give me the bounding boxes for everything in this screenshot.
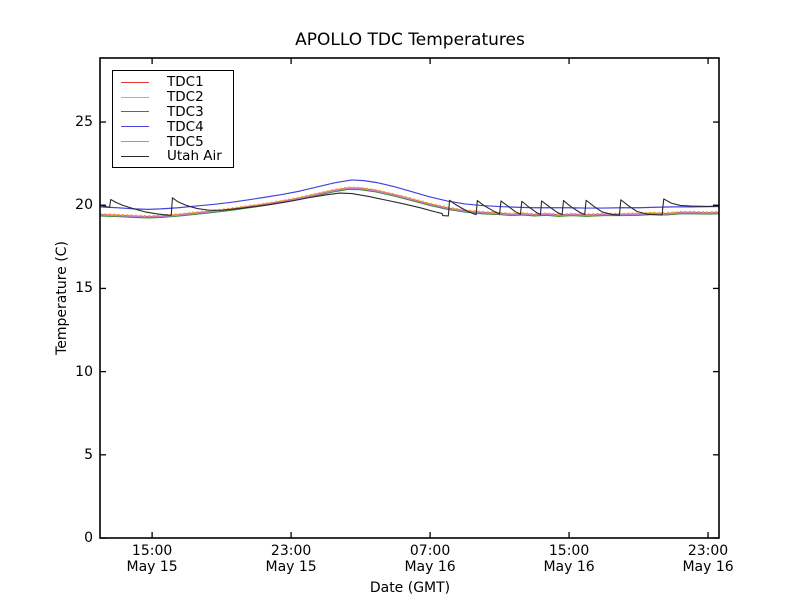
series-line-tdc3	[100, 188, 719, 219]
legend-entry-tdc2: TDC2	[121, 90, 233, 105]
legend-label: TDC3	[167, 103, 204, 120]
y-tick-label-0: 0	[84, 530, 93, 546]
chart-title: APOLLO TDC Temperatures	[295, 30, 525, 50]
legend-label: TDC2	[167, 89, 204, 106]
legend-entry-tdc1: TDC1	[121, 75, 233, 90]
y-tick-label-10: 10	[75, 363, 93, 380]
x-tick-label-2300-May15: 23:00 May 15	[243, 543, 339, 575]
x-axis-label: Date (GMT)	[369, 580, 451, 596]
x-tick-label-2300-May16: 23:00 May 16	[660, 543, 756, 575]
y-tick-label-20: 20	[75, 197, 93, 214]
legend-entry-utah-air: Utah Air	[121, 149, 233, 164]
legend-line-swatch	[121, 81, 149, 83]
x-tick-date: May 15	[126, 558, 178, 575]
legend-line-swatch	[121, 155, 149, 157]
series-line-tdc4	[100, 179, 719, 210]
legend-entry-tdc3: TDC3	[121, 105, 233, 120]
y-tick-label-15: 15	[75, 280, 93, 297]
y-tick-label-5: 5	[84, 446, 93, 463]
legend-label: Utah Air	[167, 148, 222, 165]
legend-line-swatch	[121, 96, 149, 98]
x-tick-time: 23:00	[270, 543, 312, 559]
legend-line-swatch	[121, 111, 149, 113]
legend-label: TDC5	[167, 133, 204, 150]
x-tick-date: May 16	[543, 558, 595, 575]
x-tick-label-1500-May15: 15:00 May 15	[104, 543, 200, 575]
x-tick-time: 23:00	[687, 543, 729, 559]
x-tick-date: May 15	[265, 558, 317, 575]
legend-entry-tdc5: TDC5	[121, 134, 233, 149]
axes-frame	[99, 57, 720, 539]
y-axis-label: Temperature (C)	[54, 241, 70, 355]
axis-ticks	[100, 58, 719, 539]
legend-label: TDC1	[167, 74, 204, 91]
legend-line-swatch	[121, 126, 149, 128]
x-tick-time: 07:00	[409, 543, 451, 559]
x-tick-time: 15:00	[548, 543, 590, 559]
x-tick-label-0700-May16: 07:00 May 16	[382, 543, 478, 575]
legend: TDC1 TDC2 TDC3 TDC4 TDC5 Utah Air	[112, 70, 234, 168]
series-line-utah-air	[100, 192, 719, 217]
legend-entry-tdc4: TDC4	[121, 119, 233, 134]
legend-line-swatch	[121, 141, 149, 143]
legend-label: TDC4	[167, 118, 204, 135]
series-line-tdc5	[100, 187, 719, 218]
x-tick-date: May 16	[682, 558, 734, 575]
x-tick-label-1500-May16: 15:00 May 16	[521, 543, 617, 575]
series-line-tdc2	[100, 186, 719, 217]
x-tick-date: May 16	[404, 558, 456, 575]
y-tick-label-25: 25	[75, 114, 93, 131]
series-lines	[100, 179, 719, 219]
x-tick-time: 15:00	[131, 543, 173, 559]
